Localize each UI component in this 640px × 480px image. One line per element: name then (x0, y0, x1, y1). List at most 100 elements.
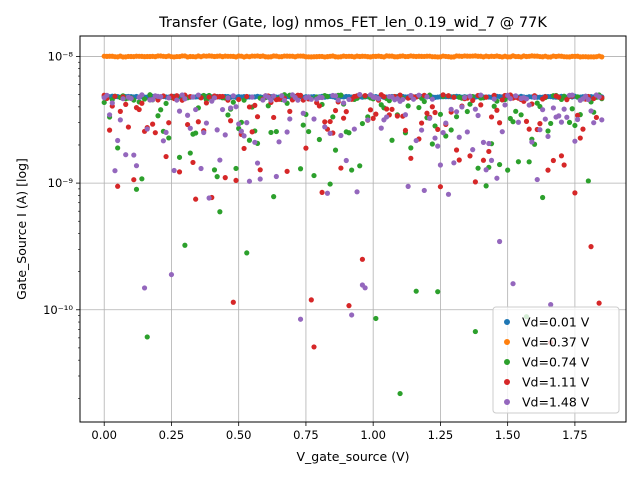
data-point (510, 281, 516, 287)
data-point (540, 107, 546, 113)
data-point (349, 312, 355, 318)
data-point (271, 194, 277, 200)
data-point (230, 93, 236, 99)
y-tick-label: 10⁻⁹ (48, 176, 74, 190)
data-point (308, 96, 314, 102)
data-point (424, 94, 430, 100)
data-point (569, 106, 575, 112)
data-point (397, 92, 403, 98)
data-point (141, 96, 148, 102)
data-point (580, 126, 586, 132)
data-point (531, 94, 538, 100)
data-point (332, 93, 339, 99)
data-point (222, 175, 228, 181)
data-point (467, 101, 473, 107)
data-point (160, 138, 166, 144)
data-point (163, 100, 169, 107)
data-point (300, 110, 306, 116)
data-point (365, 117, 371, 123)
data-point (163, 153, 169, 160)
data-point (319, 94, 325, 101)
data-point (427, 115, 433, 121)
data-point (303, 145, 309, 151)
data-point (346, 303, 352, 309)
data-point (241, 145, 247, 152)
data-point (572, 190, 578, 196)
data-point (384, 114, 390, 120)
data-point (599, 54, 605, 60)
data-point (133, 163, 140, 169)
data-point (128, 95, 134, 102)
data-point (448, 106, 454, 112)
data-point (184, 112, 191, 118)
data-point (397, 390, 403, 397)
data-point (233, 104, 239, 110)
data-point (354, 189, 360, 195)
data-point (155, 113, 161, 119)
x-tick-label: 0.25 (159, 428, 185, 442)
data-point (588, 108, 594, 114)
data-point (136, 106, 142, 113)
data-point (271, 114, 277, 121)
data-point (540, 194, 546, 201)
data-point (362, 93, 368, 99)
data-point (166, 120, 172, 126)
data-point (101, 99, 107, 106)
data-point (106, 112, 113, 118)
data-point (260, 97, 266, 103)
data-point (588, 244, 594, 250)
y-tick-label: 10⁻⁸ (48, 49, 74, 63)
x-tick-label: 0.00 (91, 428, 117, 442)
data-point (308, 297, 314, 303)
data-point (569, 92, 575, 98)
data-point (268, 97, 274, 103)
data-point (370, 115, 376, 121)
x-tick-label: 1.25 (428, 428, 454, 442)
x-tick-label: 0.50 (226, 428, 252, 442)
data-point (163, 129, 169, 135)
data-point (174, 97, 180, 103)
data-point (246, 137, 253, 143)
data-point (287, 108, 293, 114)
data-point (311, 344, 317, 350)
data-point (548, 301, 554, 308)
data-point (139, 92, 145, 98)
data-point (300, 122, 306, 128)
data-point (591, 95, 597, 102)
chart-title: Transfer (Gate, log) nmos_FET_len_0.19_w… (158, 15, 547, 31)
data-point (378, 125, 384, 131)
data-point (322, 124, 328, 130)
data-point (284, 129, 290, 135)
data-point (257, 176, 263, 182)
data-point (214, 174, 220, 180)
data-point (190, 94, 196, 100)
data-point (131, 152, 137, 158)
data-point (373, 111, 379, 117)
data-point (190, 159, 196, 166)
data-point (273, 173, 279, 180)
data-point (486, 140, 492, 147)
data-point (187, 125, 193, 131)
data-point (252, 139, 258, 145)
data-point (513, 108, 519, 114)
data-point (467, 93, 473, 99)
data-point (389, 106, 395, 112)
data-point (327, 130, 333, 137)
data-point (297, 166, 304, 172)
data-point (405, 103, 411, 109)
data-point (219, 106, 226, 113)
data-point (233, 177, 239, 184)
data-point (316, 103, 322, 109)
data-point (271, 93, 277, 99)
data-point (139, 100, 145, 106)
data-point (496, 120, 503, 126)
data-point (445, 191, 452, 197)
data-point (483, 167, 489, 173)
data-points (101, 53, 605, 397)
data-point (367, 107, 374, 113)
x-tick-label: 1.00 (360, 428, 386, 442)
data-point (252, 102, 258, 108)
data-point (437, 162, 444, 168)
data-point (150, 97, 156, 103)
